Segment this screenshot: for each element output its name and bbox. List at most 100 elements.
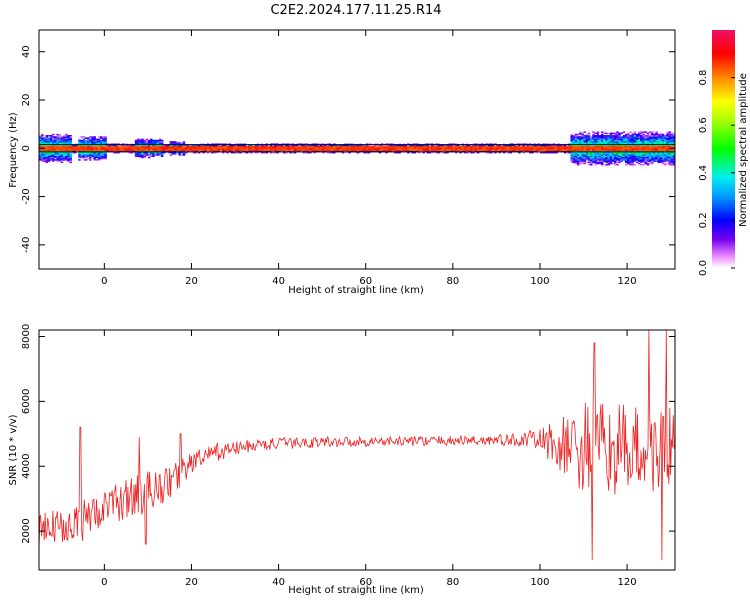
heatmap-cell <box>232 145 236 148</box>
heatmap-cell <box>82 156 86 159</box>
heatmap-cell <box>95 149 99 152</box>
heatmap-cell <box>574 154 578 156</box>
heatmap-cell <box>596 138 600 141</box>
heatmap-cell <box>104 147 107 149</box>
heatmap-cell <box>326 151 329 154</box>
heatmap-cell <box>357 144 360 147</box>
heatmap-cell <box>605 154 608 156</box>
heatmap-cell <box>629 141 632 143</box>
heatmap-cell <box>60 137 64 139</box>
heatmap-cell <box>587 142 591 144</box>
heatmap-cell <box>272 151 275 154</box>
heatmap-cell <box>84 141 88 143</box>
heatmap-cell <box>158 139 162 142</box>
heatmap-cell <box>642 145 645 148</box>
heatmap-cell <box>598 142 602 144</box>
heatmap-cell <box>450 145 454 148</box>
heatmap-cell <box>147 153 151 155</box>
heatmap-cell <box>633 133 637 136</box>
heatmap-cell <box>570 156 573 159</box>
heatmap-cell <box>145 139 149 142</box>
heatmap-cell <box>461 148 465 150</box>
heatmap-cell <box>611 138 615 141</box>
heatmap-cell <box>426 151 430 154</box>
heatmap-cell <box>195 145 199 148</box>
heatmap-cell <box>228 144 231 147</box>
heatmap-cell <box>637 151 641 154</box>
heatmap-cell <box>221 149 225 152</box>
heatmap-cell <box>193 148 197 150</box>
heatmap-cell <box>47 145 51 148</box>
heatmap-cell <box>583 161 586 164</box>
heatmap-cell <box>237 148 240 150</box>
heatmap-cell <box>387 148 390 150</box>
heatmap-cell <box>441 145 445 148</box>
heatmap-cell <box>672 153 675 155</box>
heatmap-cell <box>93 153 96 155</box>
heatmap-cell <box>407 149 410 152</box>
heatmap-cell <box>672 141 675 143</box>
heatmap-cell <box>592 142 595 144</box>
heatmap-cell <box>585 149 589 152</box>
heatmap-cell <box>622 141 626 143</box>
heatmap-cell <box>235 144 238 147</box>
heatmap-cell <box>590 136 593 138</box>
heatmap-cell <box>387 149 390 152</box>
heatmap-cell <box>476 151 480 154</box>
heatmap-cell <box>254 144 258 147</box>
heatmap-cell <box>134 147 138 149</box>
heatmap-cell <box>341 147 345 149</box>
heatmap-cell <box>165 149 168 152</box>
heatmap-cell <box>598 144 602 147</box>
heatmap-cell <box>598 141 602 143</box>
heatmap-cell <box>666 141 669 143</box>
heatmap-cell <box>600 162 604 165</box>
heatmap-cell <box>635 142 639 144</box>
heatmap-cell <box>605 135 608 137</box>
heatmap-cell <box>670 155 674 158</box>
heatmap-cell <box>67 139 70 142</box>
heatmap-cell <box>570 144 573 147</box>
heatmap-cell <box>152 149 155 152</box>
heatmap-cell <box>644 155 647 158</box>
heatmap-cell <box>45 144 49 147</box>
heatmap-cell <box>607 145 610 148</box>
heatmap-cell <box>618 147 621 149</box>
heatmap-cell <box>171 141 175 143</box>
heatmap-cell <box>494 151 497 154</box>
heatmap-cell <box>272 145 275 148</box>
heatmap-cell <box>265 148 268 150</box>
heatmap-cell <box>39 136 42 138</box>
heatmap-cell <box>648 161 652 164</box>
heatmap-cell <box>535 145 539 148</box>
heatmap-cell <box>80 136 83 138</box>
heatmap-cell <box>154 141 157 143</box>
heatmap-cell <box>147 144 151 147</box>
heatmap-cell <box>160 139 164 142</box>
heatmap-cell <box>478 149 482 152</box>
heatmap-cell <box>637 149 641 152</box>
heatmap-cell <box>43 156 46 159</box>
heatmap-cell <box>363 151 367 154</box>
heatmap-cell <box>579 156 582 159</box>
heatmap-cell <box>415 144 419 147</box>
heatmap-cell <box>668 142 671 144</box>
heatmap-cell <box>315 149 319 152</box>
heatmap-cell <box>167 148 170 150</box>
heatmap-cell <box>424 144 427 147</box>
heatmap-cell <box>618 149 621 152</box>
heatmap-cell <box>237 147 240 149</box>
heatmap-cell <box>535 151 539 154</box>
heatmap-cell <box>328 147 332 149</box>
heatmap-cell <box>622 155 626 158</box>
heatmap-cell <box>611 139 615 142</box>
heatmap-cell <box>668 145 671 148</box>
heatmap-cell <box>200 147 203 149</box>
heatmap-cell <box>82 147 86 149</box>
heatmap-cell <box>47 147 51 149</box>
heatmap-cell <box>668 141 671 143</box>
heatmap-cell <box>156 147 160 149</box>
heatmap-cell <box>278 145 282 148</box>
heatmap-cell <box>581 154 584 156</box>
heatmap-cell <box>261 151 264 154</box>
